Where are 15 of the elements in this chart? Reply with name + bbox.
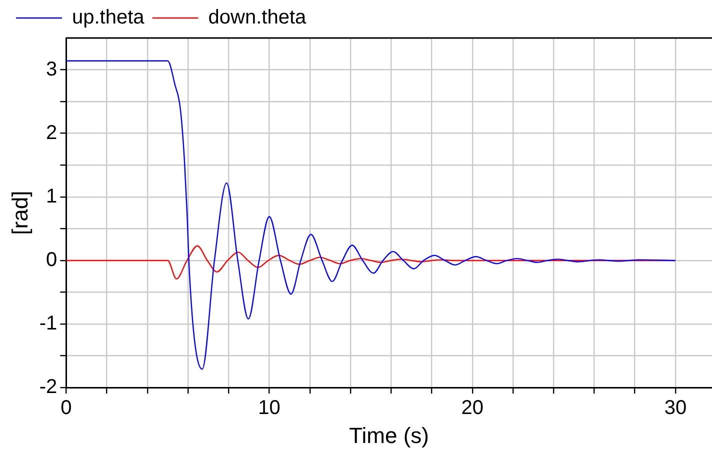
y-tick-label: 2 bbox=[46, 122, 58, 144]
y-tick-label: -1 bbox=[39, 312, 58, 335]
x-tick-label: 20 bbox=[461, 397, 484, 420]
x-tick-label: 30 bbox=[664, 397, 687, 420]
y-tick-label: 3 bbox=[46, 58, 58, 80]
x-tick-label: 10 bbox=[258, 397, 280, 420]
line-series bbox=[66, 60, 676, 370]
y-tick-label: 1 bbox=[46, 185, 58, 208]
legend-label: up.theta bbox=[72, 6, 146, 29]
y-tick-label: 0 bbox=[46, 248, 58, 271]
legend-label: down.theta bbox=[208, 6, 308, 29]
x-tick-label: 0 bbox=[60, 397, 72, 420]
x-axis-title: Time (s) bbox=[349, 422, 430, 448]
y-tick-label: -2 bbox=[39, 376, 58, 398]
y-axis-title: [rad] bbox=[7, 190, 32, 235]
